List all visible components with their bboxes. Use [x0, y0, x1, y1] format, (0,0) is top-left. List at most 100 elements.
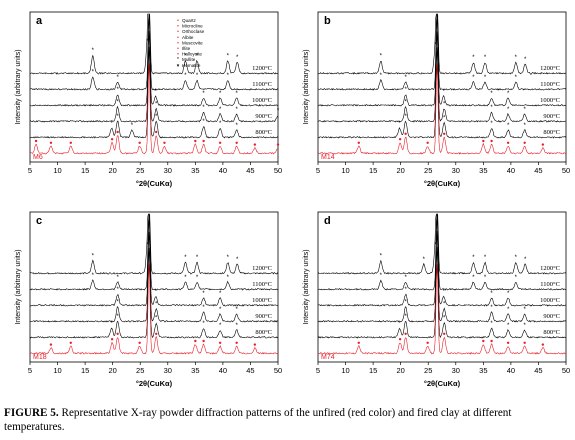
- x-axis-label: °2θ(CuKα): [424, 379, 461, 388]
- peak-marker: [116, 130, 119, 134]
- peak-marker: *: [184, 275, 187, 281]
- figure: a Intensity (arbitrary units) 5 10 15 20 25 30 3…: [0, 0, 570, 398]
- peak-marker: [253, 343, 257, 346]
- x-tick-label: 5: [28, 366, 32, 375]
- peak-marker: *: [515, 275, 518, 281]
- series-line: [317, 13, 567, 75]
- series-line: [29, 215, 279, 307]
- series-label: 900°C: [255, 113, 272, 120]
- series-label: 1100°C: [540, 81, 560, 88]
- peak-marker: [523, 341, 526, 344]
- series-label: 800°C: [543, 329, 560, 336]
- x-tick-label: 30: [452, 166, 460, 175]
- peak-marker: *: [184, 73, 187, 79]
- legend-entry: Illite: [182, 46, 191, 51]
- x-tick-label: 25: [136, 166, 144, 175]
- figure-caption: FIGURE 5. Representative X-ray powder di…: [4, 406, 570, 434]
- x-tick-label: 40: [507, 366, 515, 375]
- series-label: 1000°C: [252, 97, 272, 104]
- peak-marker: *: [507, 307, 510, 313]
- series-line: [29, 247, 279, 339]
- x-tick-label: 50: [562, 166, 570, 175]
- legend-symbol: •: [177, 52, 179, 58]
- peak-marker: [194, 139, 197, 143]
- plot-frame: [317, 211, 567, 363]
- x-tick-label: 30: [164, 166, 172, 175]
- legend-symbol: *: [177, 57, 179, 63]
- x-tick-label: 20: [108, 166, 116, 175]
- legend-entry: Quartz: [182, 18, 196, 23]
- legend-symbol: •: [177, 40, 179, 46]
- peak-marker: *: [235, 123, 238, 129]
- series-line: [29, 213, 279, 291]
- peak-marker: *: [442, 89, 445, 95]
- peak-marker: *: [484, 275, 487, 281]
- peak-marker: *: [202, 91, 205, 97]
- peak-marker: [194, 339, 197, 343]
- sample-label: M18: [33, 354, 47, 361]
- peak-marker: *: [523, 107, 526, 113]
- panel-label: b: [324, 15, 331, 27]
- peak-marker: *: [523, 123, 526, 129]
- series-line: [317, 31, 567, 123]
- series-line: [317, 213, 567, 275]
- peak-marker: *: [110, 121, 113, 127]
- legend-entry: Mullite: [182, 57, 196, 62]
- series-line: [318, 63, 567, 155]
- x-tick-label: 45: [246, 366, 254, 375]
- x-tick-label: 5: [316, 366, 320, 375]
- peak-marker: *: [404, 275, 407, 281]
- series-label: 900°C: [543, 313, 560, 320]
- peak-marker: *: [398, 321, 401, 327]
- peak-marker: [218, 141, 222, 144]
- peak-marker: *: [523, 307, 526, 313]
- peak-marker: *: [484, 255, 487, 261]
- peak-marker: [34, 139, 38, 143]
- panel-label: c: [36, 215, 42, 227]
- x-tick-label: 40: [507, 166, 515, 175]
- peak-marker: [541, 143, 545, 146]
- legend-symbol: •: [177, 24, 179, 30]
- peak-marker: [506, 141, 510, 144]
- peak-marker: [202, 139, 205, 143]
- peak-marker: *: [202, 305, 205, 311]
- x-tick-label: 30: [164, 366, 172, 375]
- series-label: 800°C: [255, 129, 272, 136]
- peak-marker: *: [472, 55, 475, 61]
- x-tick-label: 20: [396, 366, 404, 375]
- legend-entry: Orthoclase: [182, 29, 205, 34]
- series-line: [29, 13, 278, 91]
- peak-marker: [116, 332, 119, 335]
- series-line: [29, 263, 279, 355]
- x-tick-label: 5: [316, 166, 320, 175]
- peak-marker: [404, 332, 407, 335]
- series-line: [29, 30, 279, 123]
- xrd-chart-d: d Intensity (arbitrary units) 5 10 15 20 25 30 3…: [303, 211, 570, 388]
- peak-marker: *: [202, 321, 205, 327]
- peak-marker: *: [380, 253, 383, 259]
- peak-marker: *: [515, 55, 518, 61]
- series-line: [317, 230, 567, 323]
- peak-marker: [506, 341, 510, 344]
- peak-marker: *: [184, 255, 187, 261]
- x-tick-label: 45: [534, 366, 542, 375]
- x-tick-label: 45: [246, 166, 254, 175]
- peak-marker: *: [116, 300, 119, 306]
- peak-marker: *: [443, 116, 446, 122]
- panel-c: c Intensity (arbitrary units) 5 10 15 20 25 30 3…: [0, 200, 285, 398]
- peak-marker: *: [219, 307, 222, 313]
- peak-marker: *: [227, 275, 230, 281]
- panel-a: a Intensity (arbitrary units) 5 10 15 20 25 30 3…: [0, 0, 285, 198]
- series-label: 1000°C: [540, 297, 560, 304]
- peak-marker: *: [490, 305, 493, 311]
- x-tick-label: 45: [534, 166, 542, 175]
- x-tick-label: 50: [274, 366, 282, 375]
- x-tick-label: 20: [396, 166, 404, 175]
- caption-text: Representative X-ray powder diffraction …: [4, 407, 512, 433]
- peak-marker: [235, 141, 238, 144]
- y-axis-label: Intensity (arbitrary units): [303, 49, 310, 124]
- peak-marker: *: [235, 107, 238, 113]
- legend-symbol: •: [177, 29, 179, 35]
- peak-marker: [482, 339, 485, 343]
- peak-marker: *: [219, 121, 222, 127]
